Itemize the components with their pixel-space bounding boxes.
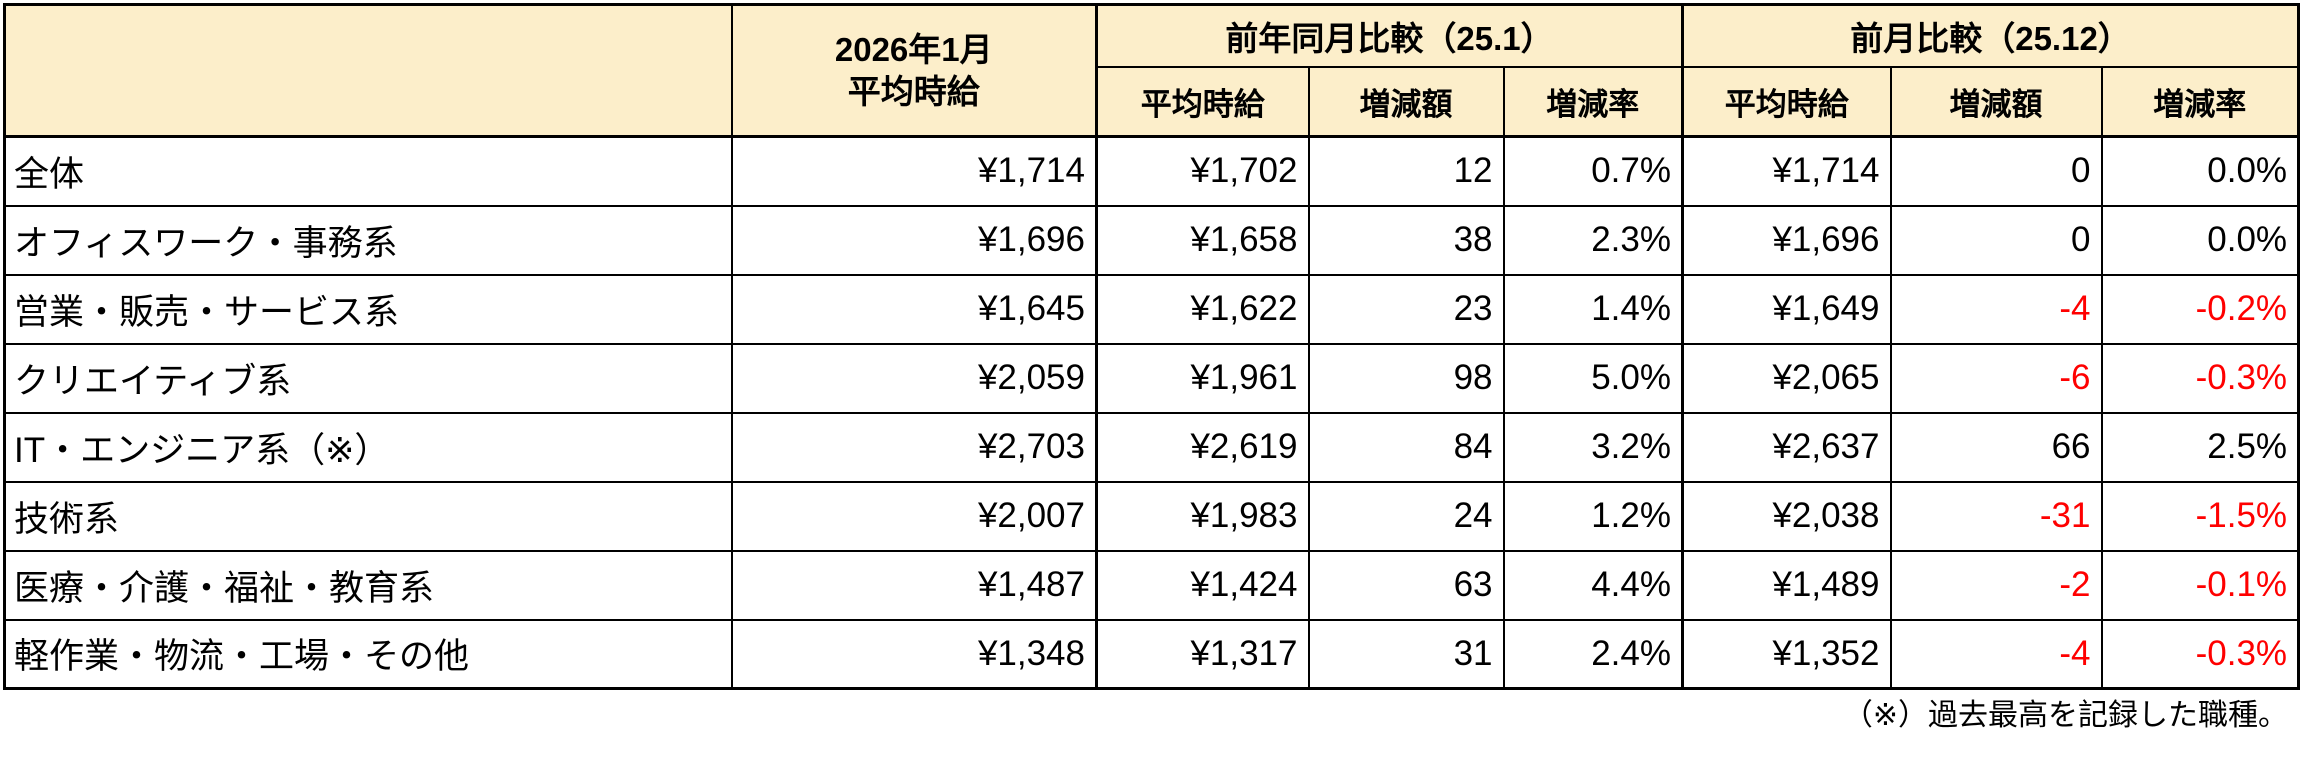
row-label: 営業・販売・サービス系 (3, 273, 733, 345)
value-cell: 12 (1307, 135, 1505, 207)
footnote: （※）過去最高を記録した職種。 (1842, 699, 2288, 732)
sub-header-diff-amount-yoy: 増減額 (1307, 65, 1505, 138)
table-row: クリエイティブ系 ¥2,059 ¥1,961 98 5.0% ¥2,065 -6 -0.3% (3, 342, 2300, 414)
value-cell: ¥1,487 (730, 549, 1098, 621)
table-row: オフィスワーク・事務系 ¥1,696 ¥1,658 38 2.3% ¥1,696 0 0.0% (3, 204, 2300, 276)
value-cell: ¥1,983 (1095, 480, 1310, 552)
value-cell: ¥1,696 (730, 204, 1098, 276)
value-cell: ¥1,645 (730, 273, 1098, 345)
value-cell: ¥1,961 (1095, 342, 1310, 414)
table-body: 全体 ¥1,714 ¥1,702 12 0.7% ¥1,714 0 0.0% オフィスワーク・事… (3, 135, 2300, 690)
table-row: 営業・販売・サービス系 ¥1,645 ¥1,622 23 1.4% ¥1,649 -4 -0.… (3, 273, 2300, 345)
row-label: オフィスワーク・事務系 (3, 204, 733, 276)
value-cell: ¥1,352 (1681, 618, 1892, 690)
value-cell: ¥1,489 (1681, 549, 1892, 621)
current-month-header: 2026年1月 平均時給 (730, 3, 1098, 138)
value-cell: -2 (1889, 549, 2103, 621)
value-cell: 5.0% (1502, 342, 1684, 414)
value-cell: ¥1,658 (1095, 204, 1310, 276)
value-cell: ¥1,317 (1095, 618, 1310, 690)
value-cell: 3.2% (1502, 411, 1684, 483)
value-cell: 0.0% (2100, 204, 2300, 276)
value-cell: 0.7% (1502, 135, 1684, 207)
value-cell: ¥2,007 (730, 480, 1098, 552)
value-cell: ¥2,637 (1681, 411, 1892, 483)
group-header-mom: 前月比較（25.12） (1680, 3, 2300, 68)
value-cell: 1.4% (1502, 273, 1684, 345)
table-row: IT・エンジニア系（※） ¥2,703 ¥2,619 84 3.2% ¥2,637 66 2.… (3, 411, 2300, 483)
value-cell: 24 (1307, 480, 1505, 552)
sub-header-diff-rate-yoy: 増減率 (1502, 65, 1684, 138)
value-cell: 2.3% (1502, 204, 1684, 276)
value-cell: ¥2,059 (730, 342, 1098, 414)
value-cell: -0.3% (2100, 618, 2300, 690)
value-cell: ¥1,649 (1681, 273, 1892, 345)
table-row: 技術系 ¥2,007 ¥1,983 24 1.2% ¥2,038 -31 -1.5% (3, 480, 2300, 552)
value-cell: ¥1,348 (730, 618, 1098, 690)
value-cell: -6 (1889, 342, 2103, 414)
value-cell: ¥1,424 (1095, 549, 1310, 621)
value-cell: 0 (1889, 135, 2103, 207)
group-header-yoy: 前年同月比較（25.1） (1095, 3, 1684, 68)
value-cell: 63 (1307, 549, 1505, 621)
value-cell: ¥2,619 (1095, 411, 1310, 483)
row-label: クリエイティブ系 (3, 342, 733, 414)
current-month-line2: 平均時給 (847, 72, 980, 110)
value-cell: -31 (1889, 480, 2103, 552)
value-cell: 84 (1307, 411, 1505, 483)
row-label: 技術系 (3, 480, 733, 552)
sub-header-diff-rate-mom: 増減率 (2100, 65, 2300, 138)
value-cell: ¥2,038 (1681, 480, 1892, 552)
sub-header-avg-wage-yoy: 平均時給 (1095, 65, 1310, 138)
row-label: IT・エンジニア系（※） (3, 411, 733, 483)
value-cell: 0 (1889, 204, 2103, 276)
value-cell: 38 (1307, 204, 1505, 276)
value-cell: ¥1,714 (1681, 135, 1892, 207)
sub-header-diff-amount-mom: 増減額 (1889, 65, 2103, 138)
wage-table: 2026年1月 平均時給 前年同月比較（25.1） 前月比較（25.12） 平均… (3, 3, 2301, 690)
table-row: 全体 ¥1,714 ¥1,702 12 0.7% ¥1,714 0 0.0% (3, 135, 2300, 207)
current-month-line1: 2026年1月 (834, 31, 993, 69)
value-cell: -0.2% (2100, 273, 2300, 345)
row-label: 医療・介護・福祉・教育系 (3, 549, 733, 621)
value-cell: 23 (1307, 273, 1505, 345)
value-cell: 1.2% (1502, 480, 1684, 552)
value-cell: ¥2,703 (730, 411, 1098, 483)
value-cell: 98 (1307, 342, 1505, 414)
value-cell: 0.0% (2100, 135, 2300, 207)
value-cell: ¥1,696 (1681, 204, 1892, 276)
value-cell: -0.1% (2100, 549, 2300, 621)
value-cell: ¥2,065 (1681, 342, 1892, 414)
value-cell: -4 (1889, 618, 2103, 690)
value-cell: -1.5% (2100, 480, 2300, 552)
sub-header-avg-wage-mom: 平均時給 (1681, 65, 1892, 138)
row-label: 全体 (3, 135, 733, 207)
value-cell: ¥1,622 (1095, 273, 1310, 345)
sub-header-row: 平均時給 増減額 増減率 平均時給 増減額 増減率 (5, 65, 2300, 138)
value-cell: 4.4% (1502, 549, 1684, 621)
table-row: 医療・介護・福祉・教育系 ¥1,487 ¥1,424 63 4.4% ¥1,489 -2 -0… (3, 549, 2300, 621)
value-cell: 31 (1307, 618, 1505, 690)
value-cell: 2.5% (2100, 411, 2300, 483)
value-cell: -4 (1889, 273, 2103, 345)
row-label: 軽作業・物流・工場・その他 (3, 618, 733, 690)
value-cell: 2.4% (1502, 618, 1684, 690)
value-cell: -0.3% (2100, 342, 2300, 414)
table-row: 軽作業・物流・工場・その他 ¥1,348 ¥1,317 31 2.4% ¥1,352 -4-… (3, 618, 2300, 690)
value-cell: ¥1,714 (730, 135, 1098, 207)
corner-cell (3, 3, 733, 138)
value-cell: ¥1,702 (1095, 135, 1310, 207)
group-header-row: 2026年1月 平均時給 前年同月比較（25.1） 前月比較（25.12） (3, 3, 2300, 138)
value-cell: 66 (1889, 411, 2103, 483)
